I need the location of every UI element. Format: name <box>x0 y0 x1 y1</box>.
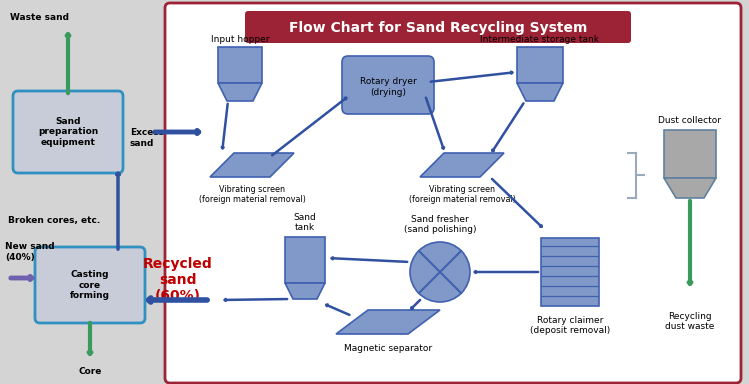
Text: Flow Chart for Sand Recycling System: Flow Chart for Sand Recycling System <box>289 21 587 35</box>
Polygon shape <box>218 83 262 101</box>
Text: Intermediate storage tank: Intermediate storage tank <box>481 35 599 44</box>
Bar <box>285 237 325 283</box>
Polygon shape <box>210 153 294 177</box>
Polygon shape <box>336 310 440 334</box>
Text: Broken cores, etc.: Broken cores, etc. <box>8 215 100 225</box>
Text: Sand
tank: Sand tank <box>294 213 316 232</box>
Text: Recycling
dust waste: Recycling dust waste <box>665 312 715 331</box>
Text: Vibrating screen
(foreign material removal): Vibrating screen (foreign material remov… <box>198 185 306 204</box>
Text: Dust collector: Dust collector <box>658 116 721 125</box>
Text: Sand
preparation
equipment: Sand preparation equipment <box>38 117 98 147</box>
Bar <box>664 130 716 178</box>
Text: Core: Core <box>79 367 102 376</box>
Text: Magnetic separator: Magnetic separator <box>344 344 432 353</box>
Text: Input hopper: Input hopper <box>210 35 269 44</box>
Bar <box>218 47 262 83</box>
FancyBboxPatch shape <box>245 11 631 43</box>
Text: Waste sand: Waste sand <box>10 13 69 23</box>
Polygon shape <box>285 283 325 299</box>
Text: New sand
(40%): New sand (40%) <box>5 242 55 262</box>
Text: Sand fresher
(sand polishing): Sand fresher (sand polishing) <box>404 215 476 234</box>
Text: Recycled
sand
(60%): Recycled sand (60%) <box>143 257 213 303</box>
Text: Rotary dryer
(drying): Rotary dryer (drying) <box>360 77 416 97</box>
Text: Excess
sand: Excess sand <box>130 128 164 148</box>
FancyBboxPatch shape <box>13 91 123 173</box>
FancyBboxPatch shape <box>342 56 434 114</box>
Polygon shape <box>517 83 563 101</box>
Polygon shape <box>420 153 504 177</box>
FancyBboxPatch shape <box>165 3 741 383</box>
Polygon shape <box>664 178 716 198</box>
Text: Rotary claimer
(deposit removal): Rotary claimer (deposit removal) <box>530 316 610 335</box>
Bar <box>541 238 599 306</box>
Bar <box>517 47 563 83</box>
Text: Vibrating screen
(foreign material removal): Vibrating screen (foreign material remov… <box>408 185 515 204</box>
FancyBboxPatch shape <box>35 247 145 323</box>
Text: Casting
core
forming: Casting core forming <box>70 270 110 300</box>
Circle shape <box>410 242 470 302</box>
